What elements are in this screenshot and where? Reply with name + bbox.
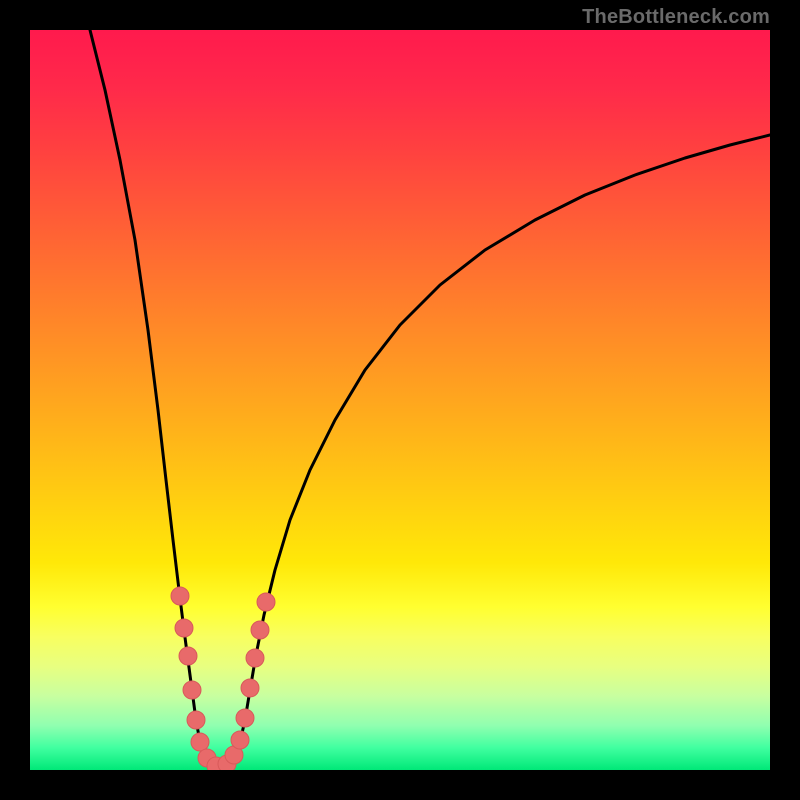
right-curve bbox=[220, 135, 770, 767]
data-marker bbox=[183, 681, 201, 699]
data-marker bbox=[246, 649, 264, 667]
curve-layer bbox=[30, 30, 770, 770]
data-marker bbox=[236, 709, 254, 727]
data-marker bbox=[241, 679, 259, 697]
data-marker bbox=[179, 647, 197, 665]
data-marker bbox=[257, 593, 275, 611]
data-marker bbox=[191, 733, 209, 751]
data-marker bbox=[175, 619, 193, 637]
plot-area bbox=[30, 30, 770, 770]
data-marker bbox=[251, 621, 269, 639]
chart-frame: TheBottleneck.com bbox=[0, 0, 800, 800]
marker-group bbox=[171, 587, 275, 770]
watermark-text: TheBottleneck.com bbox=[582, 6, 770, 29]
data-marker bbox=[187, 711, 205, 729]
data-marker bbox=[171, 587, 189, 605]
data-marker bbox=[231, 731, 249, 749]
left-curve bbox=[90, 30, 220, 767]
